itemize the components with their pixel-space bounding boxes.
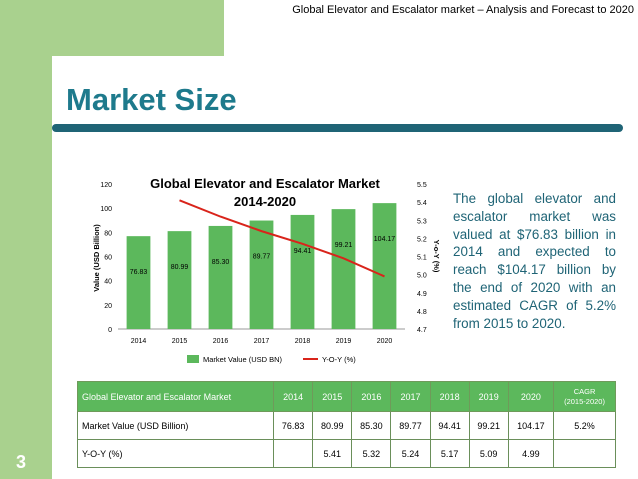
y-tick-label: 20 (104, 303, 112, 310)
table-cell: 76.83 (273, 411, 314, 440)
x-tick-label: 2018 (295, 338, 311, 345)
table-cell: 99.21 (468, 411, 509, 440)
y-tick-label: 100 (100, 206, 112, 213)
table-cell: Y-O-Y (%) (76, 439, 275, 468)
bar (290, 214, 315, 329)
market-data-table: Global Elevator and Escalator Market 201… (76, 381, 616, 468)
table-cell: 104.17 (507, 411, 555, 440)
table-cell: 5.2% (553, 411, 616, 440)
title-rule (52, 124, 623, 132)
chart-title-line1: Global Elevator and Escalator Market (150, 176, 380, 191)
bar (126, 236, 151, 329)
y2-axis-title: Y-o-Y (%) (432, 240, 441, 273)
bar-data-label: 94.41 (294, 248, 312, 255)
y2-tick-label: 5.3 (417, 218, 427, 225)
table-row: Market Value (USD Billion) 76.83 80.99 8… (76, 411, 616, 440)
slide-title: Market Size (66, 82, 237, 117)
y-tick-label: 40 (104, 279, 112, 286)
bar-data-label: 80.99 (171, 264, 189, 271)
bar-data-label: 104.17 (374, 236, 396, 243)
table-header-row: Global Elevator and Escalator Market 201… (76, 381, 616, 412)
table-header-cell: 2019 (468, 381, 509, 412)
table-row: Y-O-Y (%) 5.41 5.32 5.24 5.17 5.09 4.99 (76, 439, 616, 468)
bar-data-label: 99.21 (335, 242, 353, 249)
table-header-cell: 2014 (273, 381, 314, 412)
bar-data-label: 76.83 (130, 269, 148, 276)
chart-title-line2: 2014-2020 (234, 194, 296, 209)
y-tick-label: 80 (104, 230, 112, 237)
table-cell: 5.17 (429, 439, 470, 468)
table-cell: 4.99 (507, 439, 555, 468)
table-cell: Market Value (USD Billion) (76, 411, 275, 440)
table-cell: 5.09 (468, 439, 509, 468)
legend: Market Value (USD BN) Y-O-Y (%) (187, 355, 356, 364)
y2-tick-label: 4.9 (417, 291, 427, 298)
x-tick-label: 2014 (131, 338, 147, 345)
bar-data-label: 85.30 (212, 259, 230, 266)
table-cell: 5.41 (312, 439, 353, 468)
table-header-cell: 2020 (507, 381, 555, 412)
y-tick-label: 0 (108, 327, 112, 334)
table-cell: 80.99 (312, 411, 353, 440)
table-header-cell: 2016 (351, 381, 392, 412)
table-header-cell: 2015 (312, 381, 353, 412)
cagr-header-line1: CAGR (573, 386, 596, 396)
x-tick-label: 2020 (377, 338, 393, 345)
table-header-cell: 2018 (429, 381, 470, 412)
y-axis-title: Value (USD Billion) (92, 224, 101, 292)
slide-header: Global Elevator and Escalator market – A… (292, 4, 634, 16)
legend-line-label: Y-O-Y (%) (322, 355, 356, 364)
y2-tick-label: 5.4 (417, 200, 427, 207)
x-tick-label: 2015 (172, 338, 188, 345)
legend-bar-swatch (187, 355, 199, 363)
bar (372, 203, 397, 329)
legend-bar-label: Market Value (USD BN) (203, 355, 283, 364)
y2-tick-label: 5.0 (417, 273, 427, 280)
x-tick-label: 2017 (254, 338, 270, 345)
left-color-band (0, 0, 52, 479)
table-cell (273, 439, 314, 468)
y2-tick-label: 5.1 (417, 255, 427, 262)
table-header-cell: 2017 (390, 381, 431, 412)
table-cell: 94.41 (429, 411, 470, 440)
table-cell (553, 439, 616, 468)
x-tick-label: 2019 (336, 338, 352, 345)
bar (331, 209, 356, 329)
bar (208, 225, 233, 329)
cagr-header-line2: (2015-2020) (564, 396, 605, 406)
table-cell: 85.30 (351, 411, 392, 440)
table-header-cagr: CAGR (2015-2020) (553, 381, 616, 412)
y2-tick-label: 4.7 (417, 327, 427, 334)
bar-data-label: 89.77 (253, 254, 271, 261)
table-header-cell: Global Elevator and Escalator Market (76, 381, 275, 412)
y2-tick-label: 4.8 (417, 309, 427, 316)
table-cell: 5.24 (390, 439, 431, 468)
top-color-band (52, 0, 224, 56)
bar (249, 220, 274, 329)
y2-tick-label: 5.2 (417, 236, 427, 243)
y-tick-label: 60 (104, 255, 112, 262)
yoy-line-series (179, 199, 385, 278)
y-tick-label: 120 (100, 182, 112, 189)
market-description: The global elevator and escalator market… (453, 191, 616, 331)
x-tick-label: 2016 (213, 338, 229, 345)
page-number: 3 (16, 452, 27, 472)
table-cell: 89.77 (390, 411, 431, 440)
y2-tick-label: 5.5 (417, 182, 427, 189)
bar (167, 231, 192, 329)
table-cell: 5.32 (351, 439, 392, 468)
